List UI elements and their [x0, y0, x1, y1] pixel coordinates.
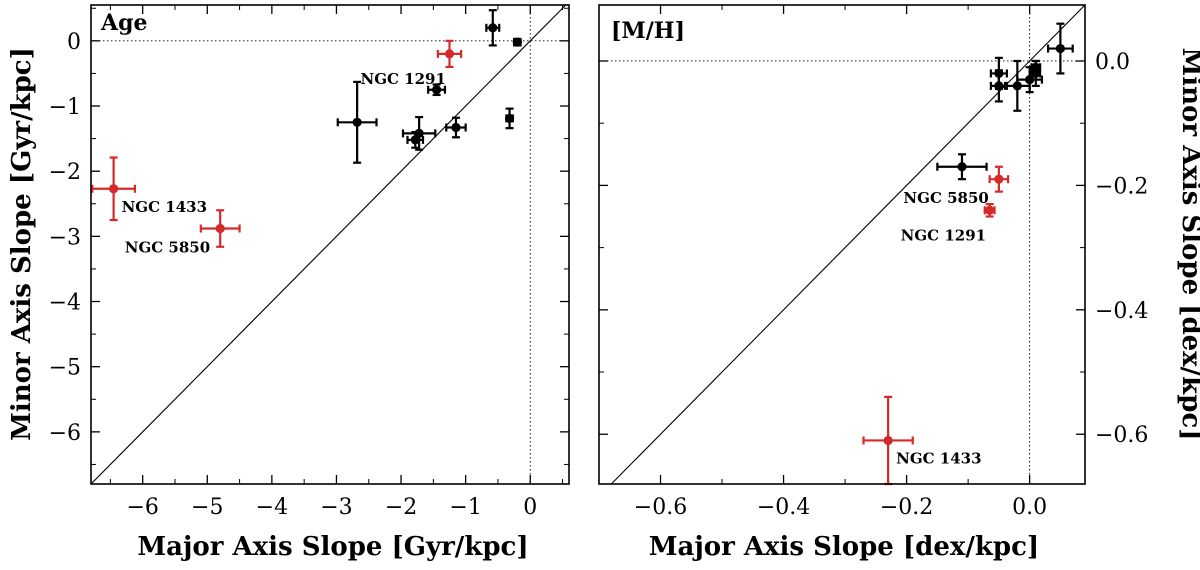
- mh-point: [1003, 59, 1031, 112]
- age-annotation-ngc-5850: NGC 5850: [125, 239, 210, 257]
- age-y-tick-label: −3: [49, 225, 81, 250]
- mh-data-points: NGC 5850 NGC 1291 NGC 1433: [862, 22, 1074, 486]
- mh-point: [1016, 66, 1044, 94]
- mh-annotation-ngc-5850: NGC 5850: [903, 189, 988, 207]
- mh-panel-label: [M/H]: [611, 18, 685, 44]
- age-point: [445, 116, 467, 139]
- age-y-axis-label: Minor Axis Slope [Gyr/kpc]: [7, 47, 37, 441]
- mh-point-ngc-1433: NGC 1433: [862, 395, 982, 486]
- mh-x-tick-label: −0.2: [880, 495, 933, 520]
- mh-annotation-ngc-1291: NGC 1291: [901, 226, 986, 244]
- age-x-axis-label: Major Axis Slope [Gyr/kpc]: [137, 532, 528, 562]
- mh-x-tick-label: −0.6: [634, 495, 687, 520]
- age-point: [401, 115, 437, 151]
- mh-y-tick-label: 0.0: [1095, 50, 1130, 75]
- age-y-tick-label: −4: [49, 291, 81, 316]
- age-point-ngc-1291: NGC 1291: [361, 39, 463, 88]
- mh-y-axis-label: Minor Axis Slope [dex/kpc]: [1176, 47, 1200, 440]
- age-x-tick-label: −3: [320, 495, 352, 520]
- mh-point-ngc-1291: NGC 1291: [901, 202, 996, 244]
- mh-y-tick-label: −0.6: [1095, 423, 1148, 448]
- mh-one-to-one-line: [610, 4, 1086, 485]
- mh-point: [1046, 22, 1074, 75]
- mh-point: [936, 153, 988, 181]
- data-marker: [352, 117, 362, 127]
- mh-panel: −0.6 −0.4 −0.2 0.0−0.6−0.4−0.20.0 NGC 5850N…: [598, 4, 1200, 562]
- age-ticks: −6 −5 −4 −3 −2 −1 0 −6 −5 −4 −3 −2 −1 0: [49, 5, 569, 520]
- mh-x-tick-label: −0.4: [757, 495, 810, 520]
- age-reference-lines: [90, 4, 569, 485]
- data-marker: [985, 205, 995, 215]
- age-x-tick-label: −2: [385, 495, 417, 520]
- data-marker: [1055, 43, 1065, 54]
- mh-plot-frame: [598, 4, 1086, 485]
- mh-x-tick-label: 0.0: [1012, 495, 1047, 520]
- data-marker: [512, 37, 522, 47]
- age-y-tick-label: −5: [49, 356, 81, 381]
- age-point-ngc-1433: NGC 1433: [91, 156, 207, 222]
- age-point: [427, 83, 447, 97]
- age-one-to-one-line: [90, 4, 567, 485]
- mh-point-ngc-5850: NGC 5850: [903, 165, 1010, 207]
- data-marker: [410, 135, 420, 145]
- age-panel-label: Age: [100, 10, 147, 36]
- data-marker: [1012, 81, 1022, 91]
- data-marker: [444, 49, 455, 59]
- data-marker: [1031, 68, 1041, 79]
- age-annotation-ngc-1291: NGC 1291: [361, 70, 446, 88]
- mh-y-tick-label: −0.2: [1095, 174, 1148, 199]
- data-marker: [215, 223, 225, 234]
- data-marker: [883, 435, 893, 446]
- mh-ticks: −0.6 −0.4 −0.2 0.0 −0.6 −0.4 −0.2 0.0: [598, 5, 1148, 520]
- data-marker: [109, 184, 119, 194]
- age-point: [336, 80, 378, 164]
- age-point: [485, 9, 501, 47]
- data-marker: [488, 23, 498, 33]
- age-y-tick-label: −6: [49, 421, 81, 446]
- mh-y-tick-label: −0.4: [1095, 299, 1148, 324]
- age-point: [406, 130, 425, 149]
- data-marker: [994, 81, 1004, 91]
- data-marker: [994, 174, 1004, 184]
- age-y-tick-label: −2: [49, 160, 81, 185]
- age-point: [504, 107, 515, 130]
- age-point: [512, 37, 522, 47]
- age-x-tick-label: −1: [449, 495, 481, 520]
- data-marker: [431, 85, 442, 95]
- data-marker: [451, 122, 461, 133]
- mh-annotation-ngc-1433: NGC 1433: [896, 449, 981, 467]
- age-annotation-ngc-1433: NGC 1433: [122, 198, 207, 216]
- age-plot-frame: [90, 4, 570, 485]
- data-marker: [1025, 75, 1035, 85]
- age-data-points: NGC 1291 NGC 1433 NGC 5850: [91, 9, 522, 257]
- mh-x-axis-label: Major Axis Slope [dex/kpc]: [649, 532, 1039, 562]
- age-x-tick-label: −4: [256, 495, 288, 520]
- mh-reference-lines: [599, 4, 1086, 485]
- age-y-tick-label: −1: [49, 95, 81, 120]
- age-x-tick-label: 0: [523, 495, 537, 520]
- age-x-tick-label: −5: [191, 495, 223, 520]
- age-point-ngc-5850: NGC 5850: [125, 209, 241, 257]
- age-x-tick-label: −6: [126, 495, 158, 520]
- data-marker: [957, 162, 967, 172]
- data-marker: [504, 113, 515, 123]
- age-y-tick-label: 0: [67, 30, 81, 55]
